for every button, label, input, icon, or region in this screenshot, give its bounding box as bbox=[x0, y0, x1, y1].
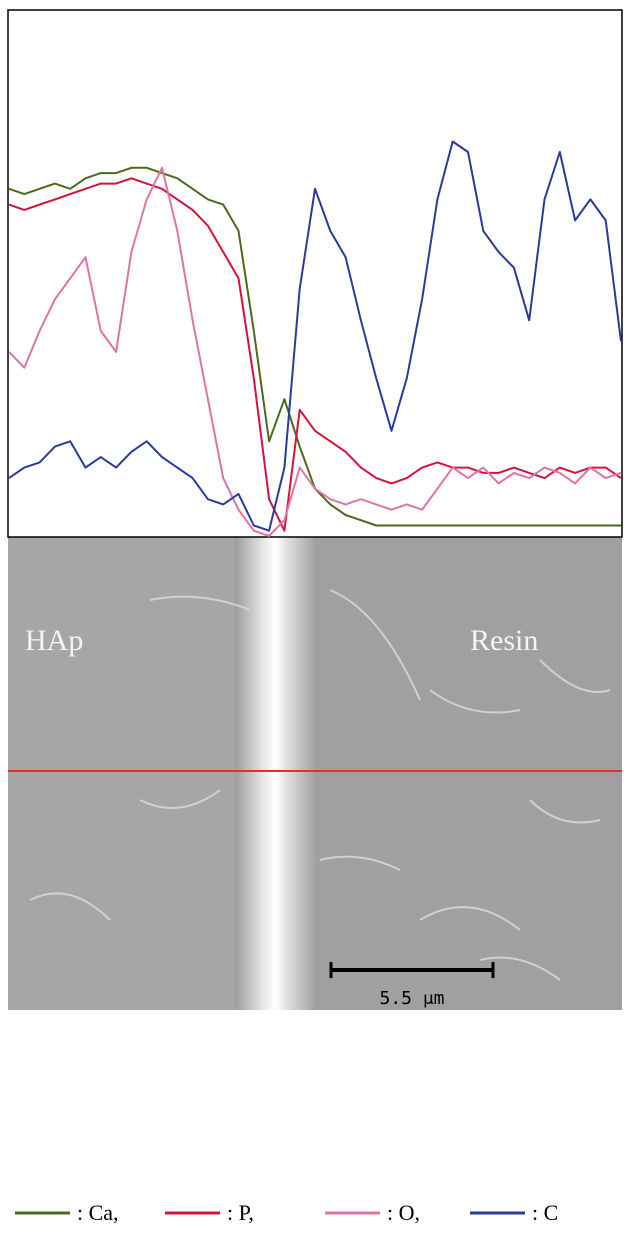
plot-area bbox=[7, 9, 623, 538]
annotation: Resin bbox=[470, 624, 538, 657]
legend-label: : C bbox=[532, 1200, 558, 1225]
sem-interface bbox=[235, 537, 315, 1010]
annotation: HAp bbox=[25, 624, 83, 657]
sem-region bbox=[8, 537, 248, 1010]
series-line bbox=[8, 177, 622, 532]
sem-texture bbox=[29, 589, 611, 981]
sem-image bbox=[8, 537, 622, 1010]
scale-bar-label: 5.5 μm bbox=[379, 988, 444, 1009]
scale-bar: 5.5 μm bbox=[329, 962, 495, 1009]
legend-label: : P, bbox=[227, 1200, 254, 1225]
legend-label: : O, bbox=[387, 1200, 420, 1225]
legend-label: : Ca, bbox=[77, 1200, 119, 1225]
series-line bbox=[8, 166, 622, 537]
series-line bbox=[8, 140, 622, 532]
